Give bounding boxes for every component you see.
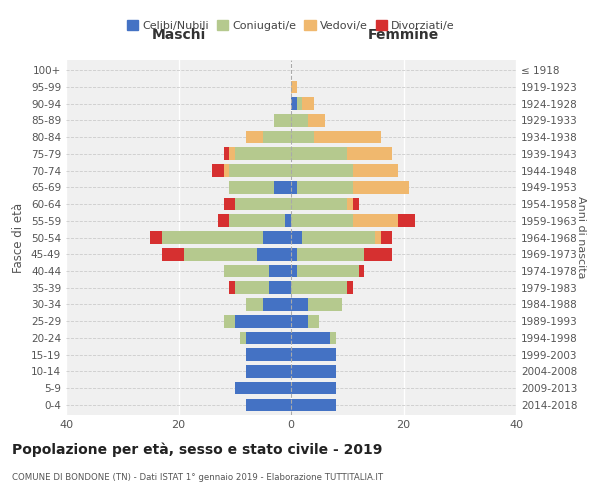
Bar <box>296 181 353 194</box>
Bar <box>353 214 398 227</box>
Bar <box>229 282 235 294</box>
Bar <box>291 148 347 160</box>
Bar <box>347 198 353 210</box>
Bar <box>246 365 291 378</box>
Bar <box>235 382 291 394</box>
Bar <box>291 164 353 177</box>
Bar <box>246 332 291 344</box>
Bar <box>229 148 235 160</box>
Bar <box>291 332 331 344</box>
Bar <box>302 231 376 244</box>
Bar <box>291 130 314 143</box>
Bar <box>291 198 347 210</box>
Text: Femmine: Femmine <box>368 28 439 42</box>
Bar <box>161 248 184 260</box>
Bar <box>353 181 409 194</box>
Bar <box>246 398 291 411</box>
Text: Popolazione per età, sesso e stato civile - 2019: Popolazione per età, sesso e stato civil… <box>12 442 382 457</box>
Bar <box>184 248 257 260</box>
Bar <box>376 231 381 244</box>
Bar <box>223 315 235 328</box>
Bar <box>229 164 291 177</box>
Bar <box>291 348 336 361</box>
Bar <box>347 282 353 294</box>
Bar <box>246 298 263 311</box>
Bar <box>212 164 223 177</box>
Bar <box>296 98 302 110</box>
Bar <box>235 198 291 210</box>
Bar <box>246 348 291 361</box>
Bar <box>359 264 364 278</box>
Bar <box>291 298 308 311</box>
Bar <box>223 198 235 210</box>
Bar <box>263 130 291 143</box>
Bar <box>274 114 291 126</box>
Bar <box>235 148 291 160</box>
Bar <box>291 315 308 328</box>
Bar <box>223 164 229 177</box>
Bar <box>308 298 341 311</box>
Bar <box>161 231 263 244</box>
Bar <box>291 282 347 294</box>
Bar <box>223 264 269 278</box>
Bar <box>246 130 263 143</box>
Bar <box>274 181 291 194</box>
Bar <box>218 214 229 227</box>
Legend: Celibi/Nubili, Coniugati/e, Vedovi/e, Divorziati/e: Celibi/Nubili, Coniugati/e, Vedovi/e, Di… <box>123 16 459 35</box>
Bar <box>302 98 314 110</box>
Bar <box>291 365 336 378</box>
Bar <box>291 98 296 110</box>
Bar <box>308 114 325 126</box>
Bar <box>229 214 286 227</box>
Bar <box>235 282 269 294</box>
Bar <box>257 248 291 260</box>
Bar <box>381 231 392 244</box>
Bar <box>296 248 364 260</box>
Bar <box>314 130 381 143</box>
Text: Maschi: Maschi <box>151 28 206 42</box>
Bar <box>353 198 359 210</box>
Bar <box>353 164 398 177</box>
Text: COMUNE DI BONDONE (TN) - Dati ISTAT 1° gennaio 2019 - Elaborazione TUTTITALIA.IT: COMUNE DI BONDONE (TN) - Dati ISTAT 1° g… <box>12 472 383 482</box>
Bar <box>291 214 353 227</box>
Bar <box>291 231 302 244</box>
Bar <box>263 231 291 244</box>
Bar <box>235 315 291 328</box>
Bar <box>296 264 359 278</box>
Bar <box>223 148 229 160</box>
Y-axis label: Fasce di età: Fasce di età <box>13 202 25 272</box>
Bar <box>286 214 291 227</box>
Bar <box>364 248 392 260</box>
Bar <box>229 181 274 194</box>
Bar <box>291 248 296 260</box>
Bar <box>347 148 392 160</box>
Bar <box>291 264 296 278</box>
Bar <box>291 114 308 126</box>
Y-axis label: Anni di nascita: Anni di nascita <box>576 196 586 279</box>
Bar <box>331 332 336 344</box>
Bar <box>291 181 296 194</box>
Bar <box>291 80 296 93</box>
Bar <box>308 315 319 328</box>
Bar <box>269 282 291 294</box>
Bar <box>291 382 336 394</box>
Bar <box>151 231 161 244</box>
Bar <box>241 332 246 344</box>
Bar <box>269 264 291 278</box>
Bar <box>398 214 415 227</box>
Bar <box>291 398 336 411</box>
Bar <box>263 298 291 311</box>
